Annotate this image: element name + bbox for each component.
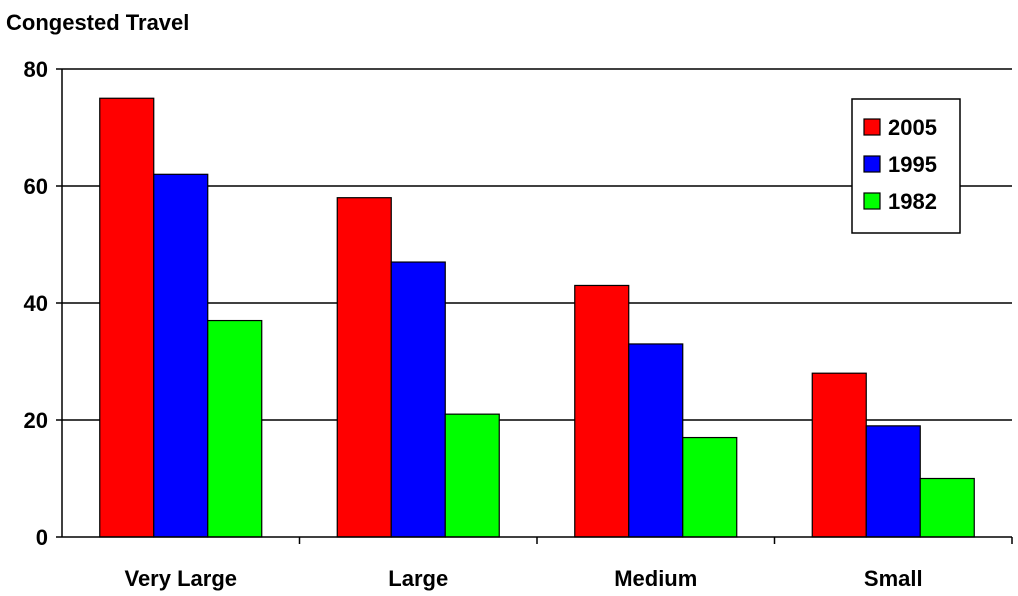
legend: 2005 1995 1982 (852, 99, 960, 233)
y-tick-label: 80 (24, 57, 48, 82)
bar-1995-small (866, 426, 920, 537)
y-tick-label: 20 (24, 408, 48, 433)
y-tick-labels: 0 20 40 60 80 (24, 57, 48, 550)
legend-swatch-1995 (864, 156, 880, 172)
x-category-label: Large (388, 566, 448, 591)
bar-1982-medium (683, 438, 737, 537)
bars (100, 98, 975, 537)
bar-1982-very-large (208, 321, 262, 537)
x-category-labels: Very Large Large Medium Small (124, 566, 922, 591)
bar-1982-small (920, 479, 974, 538)
x-category-label: Very Large (124, 566, 237, 591)
y-tick-label: 0 (36, 525, 48, 550)
bar-1982-large (445, 414, 499, 537)
bar-1995-medium (629, 344, 683, 537)
bar-1995-large (391, 262, 445, 537)
bar-2005-very-large (100, 98, 154, 537)
chart-title: Congested Travel (6, 10, 189, 35)
y-tick-label: 40 (24, 291, 48, 316)
bar-1995-very-large (154, 174, 208, 537)
bar-2005-small (812, 373, 866, 537)
bar-2005-medium (575, 285, 629, 537)
legend-swatch-1982 (864, 193, 880, 209)
legend-label-2005: 2005 (888, 115, 937, 140)
legend-swatch-2005 (864, 119, 880, 135)
y-tick-label: 60 (24, 174, 48, 199)
x-category-label: Medium (614, 566, 697, 591)
legend-label-1995: 1995 (888, 152, 937, 177)
x-category-label: Small (864, 566, 923, 591)
bar-2005-large (337, 198, 391, 537)
legend-label-1982: 1982 (888, 189, 937, 214)
